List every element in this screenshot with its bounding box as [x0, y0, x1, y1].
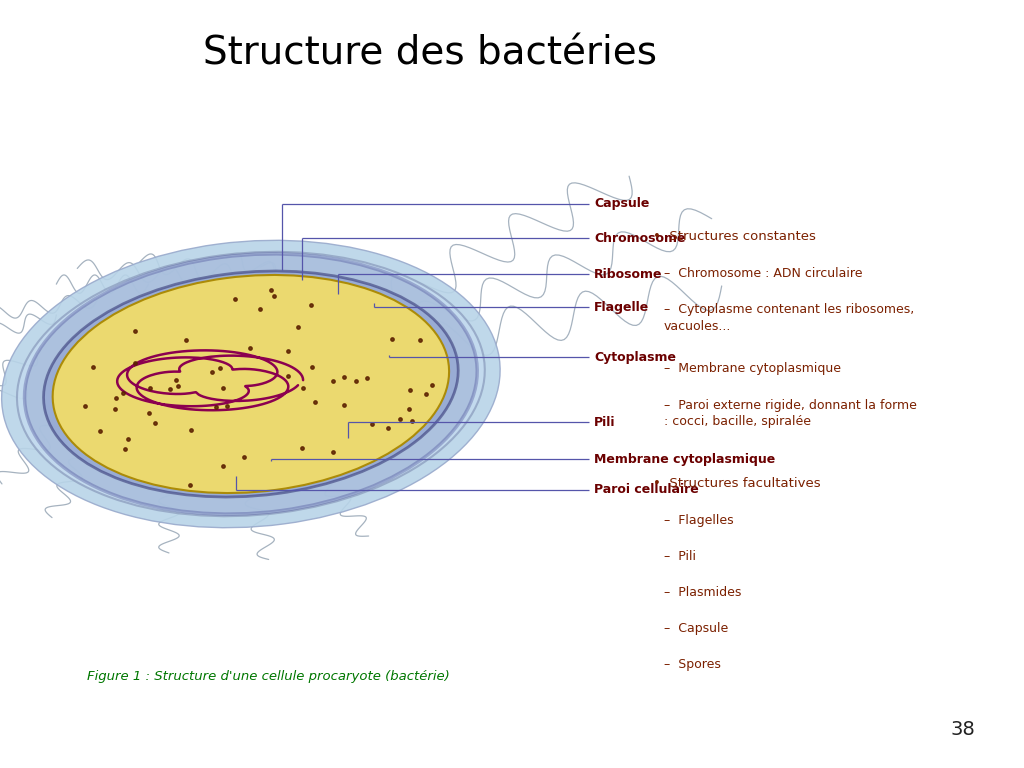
Text: 38: 38: [950, 720, 975, 739]
Ellipse shape: [52, 275, 450, 493]
Point: [384, 333, 400, 345]
Point: [290, 320, 306, 333]
Text: –  Pili: – Pili: [664, 550, 695, 563]
Point: [325, 375, 341, 387]
Point: [183, 424, 200, 436]
Point: [106, 402, 123, 415]
Point: [294, 382, 310, 394]
Point: [336, 371, 352, 383]
Point: [117, 443, 133, 455]
Point: [91, 425, 108, 437]
Point: [127, 325, 143, 337]
Point: [109, 392, 125, 405]
Point: [226, 293, 243, 306]
Point: [326, 445, 342, 458]
Point: [215, 460, 231, 472]
Point: [77, 400, 93, 412]
Point: [364, 419, 380, 431]
Text: –  Cytoplasme contenant les ribosomes,
vacuoles...: – Cytoplasme contenant les ribosomes, va…: [664, 303, 913, 333]
Point: [127, 357, 143, 369]
Text: Capsule: Capsule: [594, 197, 649, 210]
Point: [294, 442, 310, 454]
Point: [252, 303, 268, 315]
Point: [178, 333, 195, 346]
Text: •  Structures facultatives: • Structures facultatives: [653, 477, 821, 490]
Point: [392, 412, 409, 425]
Point: [140, 407, 157, 419]
Text: Cytoplasme: Cytoplasme: [594, 351, 676, 363]
Point: [120, 432, 136, 445]
Point: [204, 366, 220, 378]
Point: [412, 334, 428, 346]
Point: [141, 382, 158, 394]
Text: –  Flagelles: – Flagelles: [664, 514, 733, 527]
Point: [400, 403, 417, 415]
Text: Figure 1 : Structure d'une cellule procaryote (bactérie): Figure 1 : Structure d'une cellule proca…: [87, 670, 450, 684]
Text: Pili: Pili: [594, 416, 615, 429]
Text: Membrane cytoplasmique: Membrane cytoplasmique: [594, 453, 775, 465]
Point: [380, 422, 396, 435]
Point: [303, 299, 319, 311]
Text: –  Capsule: – Capsule: [664, 622, 728, 635]
Ellipse shape: [17, 252, 484, 516]
Text: –  Paroi externe rigide, donnant la forme
: cocci, bacille, spiralée: – Paroi externe rigide, donnant la forme…: [664, 399, 916, 428]
Point: [212, 362, 228, 374]
Text: –  Plasmides: – Plasmides: [664, 586, 741, 599]
Text: –  Membrane cytoplasmique: – Membrane cytoplasmique: [664, 362, 841, 376]
Point: [146, 417, 163, 429]
Point: [219, 400, 236, 412]
Point: [404, 415, 421, 427]
Point: [85, 360, 101, 372]
Point: [303, 361, 319, 373]
Ellipse shape: [25, 254, 477, 514]
Point: [336, 399, 352, 411]
Ellipse shape: [44, 271, 458, 497]
Point: [215, 382, 231, 394]
Point: [167, 374, 183, 386]
Point: [242, 342, 258, 354]
Point: [307, 396, 324, 408]
Point: [280, 370, 296, 382]
Point: [115, 387, 131, 399]
Ellipse shape: [2, 240, 500, 528]
Text: Paroi cellulaire: Paroi cellulaire: [594, 484, 698, 496]
Point: [401, 383, 418, 396]
Point: [208, 401, 224, 413]
Point: [182, 478, 199, 491]
Text: –  Spores: – Spores: [664, 658, 721, 671]
Point: [348, 375, 365, 387]
Point: [170, 380, 186, 392]
Point: [418, 388, 434, 400]
Point: [262, 283, 279, 296]
Text: Flagelle: Flagelle: [594, 301, 649, 313]
Text: Structure des bactéries: Structure des bactéries: [203, 35, 657, 72]
Point: [236, 451, 252, 463]
Point: [162, 382, 178, 395]
Text: –  Chromosome : ADN circulaire: – Chromosome : ADN circulaire: [664, 267, 862, 280]
Text: Chromosome: Chromosome: [594, 232, 685, 244]
Text: •  Structures constantes: • Structures constantes: [653, 230, 816, 243]
Text: Ribosome: Ribosome: [594, 268, 663, 280]
Point: [359, 372, 376, 384]
Point: [266, 290, 283, 302]
Point: [280, 345, 296, 357]
Point: [424, 379, 440, 391]
